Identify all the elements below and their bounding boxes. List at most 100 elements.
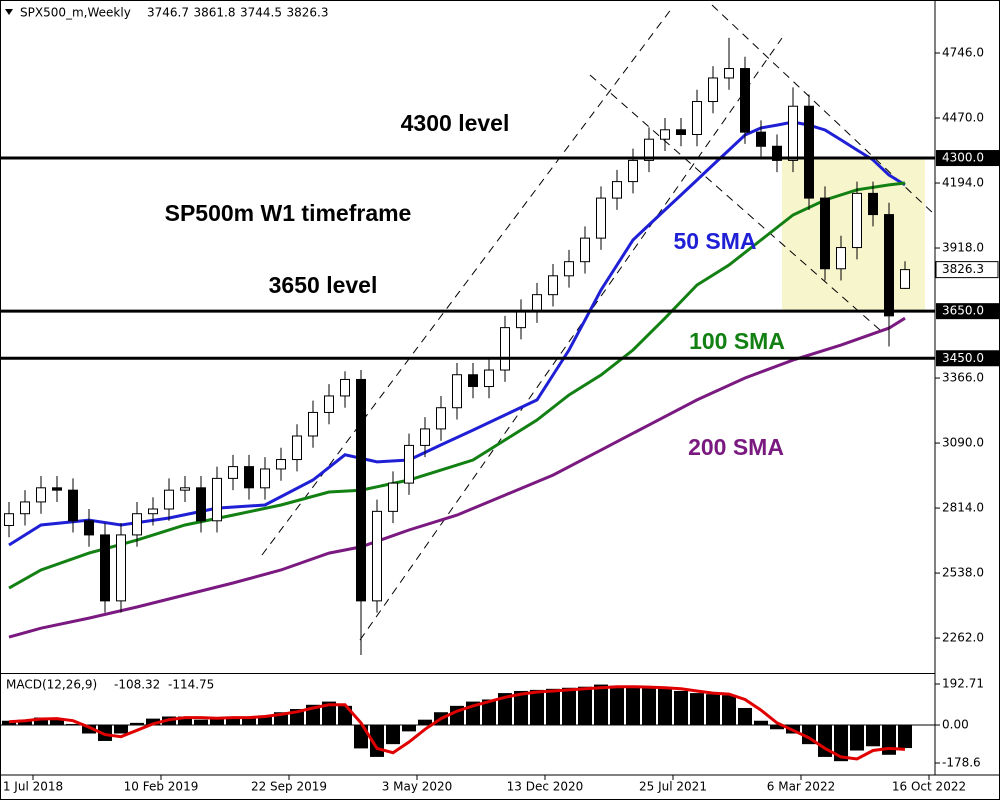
candle-body bbox=[340, 378, 350, 397]
x-tick-label: 3 May 2020 bbox=[382, 780, 453, 794]
candle-body bbox=[804, 105, 814, 199]
candle-body bbox=[500, 327, 510, 371]
candle-body bbox=[420, 428, 430, 446]
candle-body bbox=[388, 482, 398, 512]
level-label-box bbox=[936, 350, 1000, 367]
macd-bar bbox=[178, 716, 192, 725]
macd-bar bbox=[562, 687, 576, 725]
candle-body bbox=[868, 192, 878, 216]
annotation: 3650 level bbox=[269, 272, 378, 298]
candle-body bbox=[740, 68, 750, 133]
macd-bar bbox=[146, 718, 160, 725]
ohlc-value: 3746.7 bbox=[147, 6, 189, 20]
y-tick-label: 2538.0 bbox=[942, 566, 984, 580]
macd-bar bbox=[402, 725, 416, 732]
macd-bar bbox=[578, 686, 592, 725]
y-tick-label: -178.6 bbox=[942, 756, 981, 770]
candle-body bbox=[228, 466, 238, 479]
macd-bar bbox=[706, 694, 720, 725]
candle-body bbox=[212, 477, 222, 522]
candle-body bbox=[244, 466, 254, 489]
macd-bar bbox=[130, 722, 144, 725]
candle-body bbox=[724, 68, 734, 79]
x-tick-label: 22 Sep 2019 bbox=[251, 780, 327, 794]
x-tick-label: 16 Oct 2022 bbox=[892, 780, 966, 794]
candle-body bbox=[132, 513, 142, 536]
x-tick-label: 10 Feb 2019 bbox=[124, 780, 199, 794]
macd-bar bbox=[498, 693, 512, 725]
x-tick-label: 1 Jul 2018 bbox=[3, 780, 63, 794]
annotation: SP500m W1 timeframe bbox=[165, 200, 412, 226]
macd-bar bbox=[258, 715, 272, 725]
candle-body bbox=[564, 261, 574, 277]
candle-body bbox=[772, 145, 782, 161]
candle-body bbox=[836, 247, 846, 270]
candle-body bbox=[164, 489, 174, 510]
y-tick-label: 4746.0 bbox=[942, 45, 984, 59]
level-label-box bbox=[936, 150, 1000, 167]
macd-bar bbox=[546, 688, 560, 725]
candle-body bbox=[276, 459, 286, 470]
macd-bar bbox=[738, 707, 752, 725]
candle-body bbox=[196, 487, 206, 522]
macd-bar bbox=[898, 725, 912, 749]
signal-value: -114.75 bbox=[168, 678, 214, 692]
candle-body bbox=[468, 374, 478, 388]
candle-body bbox=[852, 192, 862, 249]
menu-arrow[interactable] bbox=[5, 9, 13, 15]
candle-body bbox=[692, 101, 702, 135]
candle-body bbox=[292, 435, 302, 461]
y-tick-label: 0.00 bbox=[942, 718, 969, 732]
macd-bar bbox=[866, 725, 880, 747]
candle-body bbox=[4, 513, 14, 526]
y-tick-label: 192.71 bbox=[942, 676, 984, 690]
candle-body bbox=[820, 197, 830, 270]
sma-line bbox=[8, 316, 906, 639]
macd-bar bbox=[482, 699, 496, 725]
level-label-box bbox=[936, 303, 1000, 320]
candle-body bbox=[628, 159, 638, 183]
x-tick-label: 6 Mar 2022 bbox=[767, 780, 835, 794]
sma-line bbox=[8, 181, 906, 590]
candle-body bbox=[148, 508, 158, 515]
candle-body bbox=[100, 534, 110, 602]
candle-body bbox=[612, 181, 622, 199]
candle-body bbox=[116, 534, 126, 602]
candle-body bbox=[676, 129, 686, 135]
sma-label: 50 SMA bbox=[673, 228, 756, 254]
ohlc-value: 3861.8 bbox=[194, 6, 236, 20]
candle-body bbox=[84, 520, 94, 536]
macd-bar bbox=[690, 693, 704, 725]
macd-bar bbox=[594, 684, 608, 725]
candle-body bbox=[580, 237, 590, 263]
y-tick-label: 4194.0 bbox=[942, 176, 984, 190]
macd-bar bbox=[242, 717, 256, 725]
candle-body bbox=[372, 510, 382, 602]
macd-bar bbox=[66, 723, 80, 725]
candle-body bbox=[708, 77, 718, 103]
candle-body bbox=[260, 468, 270, 489]
macd-bar bbox=[850, 725, 864, 751]
macd-bar bbox=[114, 725, 128, 734]
current-price-box bbox=[935, 261, 999, 279]
symbol-label: SPX500_m,Weekly bbox=[20, 6, 131, 20]
y-tick-label: 2814.0 bbox=[942, 501, 984, 515]
candle-body bbox=[548, 275, 558, 296]
annotation: 4300 level bbox=[401, 110, 510, 136]
macd-bar bbox=[610, 685, 624, 725]
macd-bar bbox=[674, 690, 688, 725]
level-label: 3450.0 bbox=[942, 351, 984, 365]
macd-bar bbox=[18, 719, 32, 725]
y-tick-label: 2262.0 bbox=[942, 631, 984, 645]
level-label: 3650.0 bbox=[942, 304, 984, 318]
macd-bar bbox=[194, 719, 208, 725]
macd-value: -108.32 bbox=[114, 678, 160, 692]
macd-bar bbox=[386, 725, 400, 745]
y-tick-label: 3090.0 bbox=[942, 436, 984, 450]
x-tick-label: 25 Jul 2021 bbox=[639, 780, 707, 794]
macd-bar bbox=[642, 687, 656, 725]
macd-bar bbox=[34, 717, 48, 725]
candle-body bbox=[484, 369, 494, 388]
candle-body bbox=[532, 294, 542, 312]
